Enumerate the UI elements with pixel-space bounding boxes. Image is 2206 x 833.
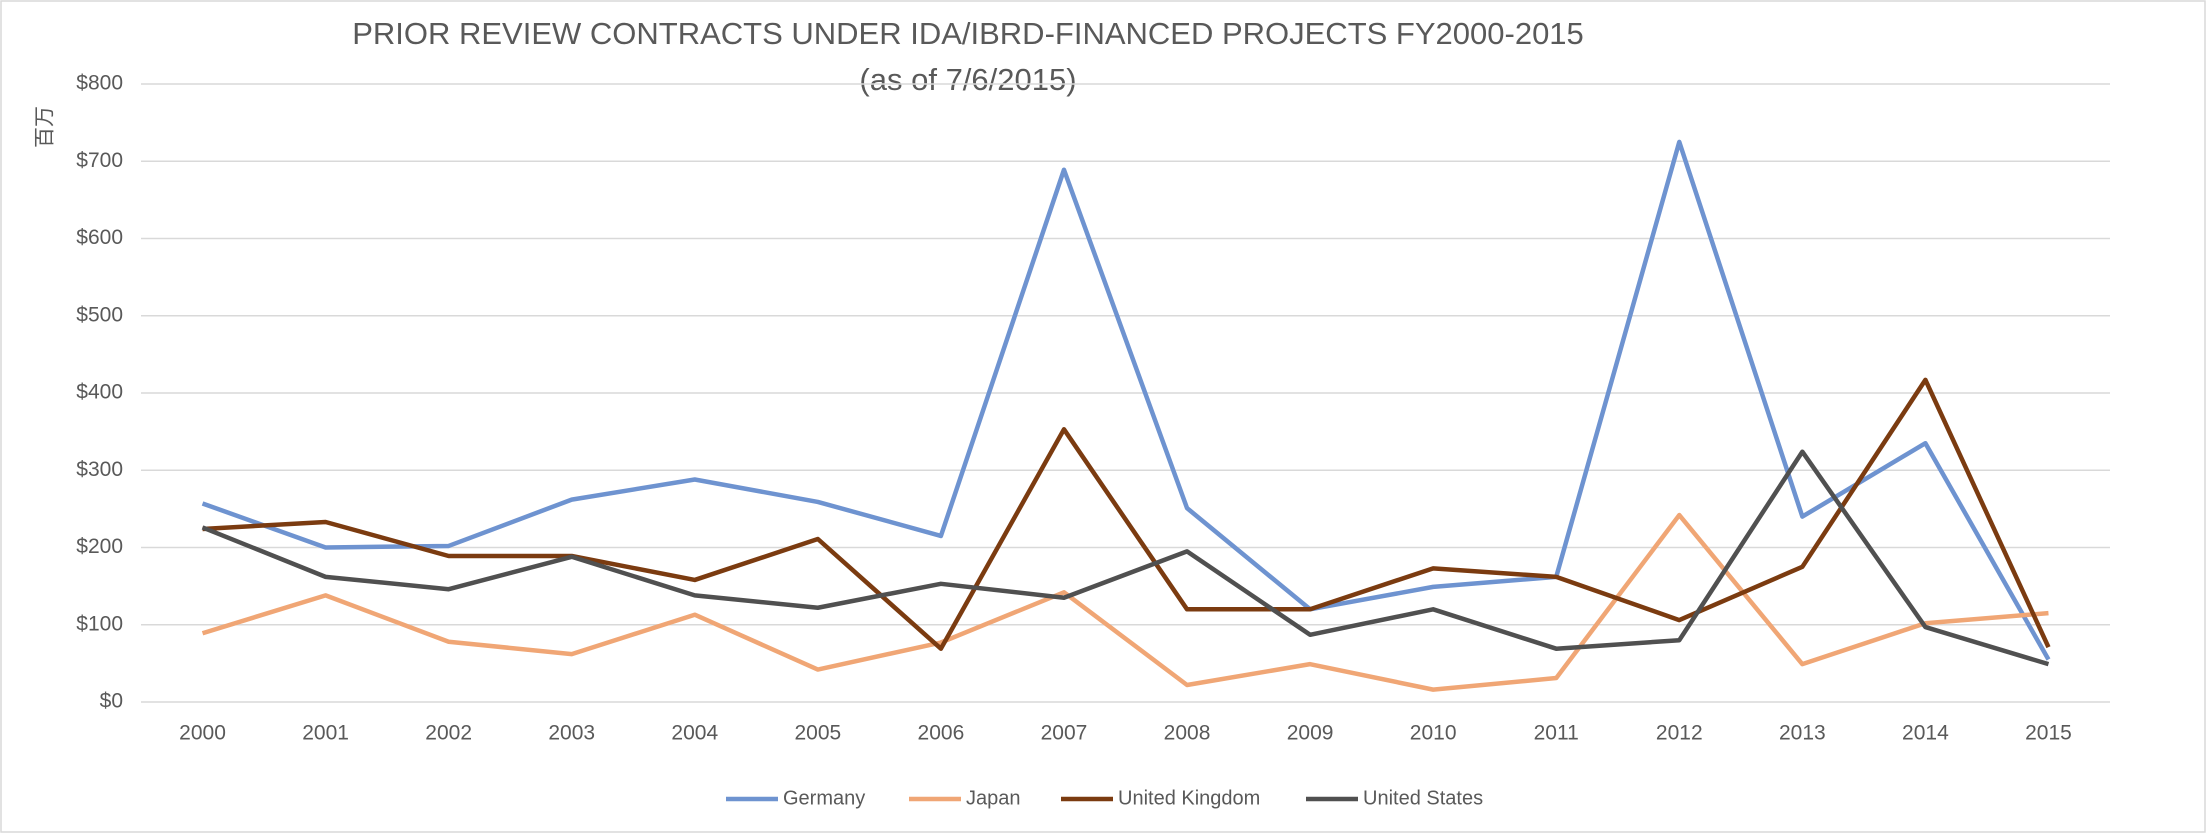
x-tick-label: 2013 xyxy=(1779,722,1826,745)
line-series xyxy=(201,139,2051,661)
line-series xyxy=(201,512,2049,692)
x-tick-label: 2000 xyxy=(179,722,226,745)
y-tick-label: $300 xyxy=(76,458,123,481)
legend-label: Japan xyxy=(966,787,1021,809)
x-tick-label: 2014 xyxy=(1902,722,1949,745)
x-tick-label: 2011 xyxy=(1534,722,1579,745)
x-tick-label: 2005 xyxy=(794,722,841,745)
y-tick-label: $500 xyxy=(76,303,123,326)
x-tick-label: 2010 xyxy=(1410,722,1457,745)
chart-title: PRIOR REVIEW CONTRACTS UNDER IDA/IBRD-FI… xyxy=(352,16,1584,51)
line-series xyxy=(202,377,2051,651)
y-axis-label: 百万 xyxy=(34,106,57,148)
x-tick-label: 2015 xyxy=(2025,722,2072,745)
y-tick-label: $800 xyxy=(76,72,123,95)
line-series xyxy=(201,449,2050,667)
y-tick-label: $0 xyxy=(100,690,123,713)
x-tick-label: 2007 xyxy=(1041,722,1088,745)
y-tick-label: $400 xyxy=(76,381,123,404)
x-tick-label: 2001 xyxy=(302,722,349,745)
y-tick-label: $600 xyxy=(76,226,123,249)
y-tick-label: $700 xyxy=(76,149,123,172)
legend-label: Germany xyxy=(783,787,865,809)
x-tick-label: 2006 xyxy=(918,722,965,745)
x-tick-label: 2004 xyxy=(671,722,718,745)
y-tick-label: $200 xyxy=(76,535,123,558)
legend-label: United States xyxy=(1363,787,1483,809)
y-tick-label: $100 xyxy=(76,612,123,635)
x-tick-label: 2002 xyxy=(425,722,472,745)
x-tick-label: 2009 xyxy=(1287,722,1334,745)
x-tick-label: 2008 xyxy=(1164,722,1211,745)
legend-label: United Kingdom xyxy=(1118,787,1260,809)
x-tick-label: 2012 xyxy=(1656,722,1703,745)
x-tick-label: 2003 xyxy=(548,722,595,745)
chart-subtitle: (as of 7/6/2015) xyxy=(859,62,1076,97)
